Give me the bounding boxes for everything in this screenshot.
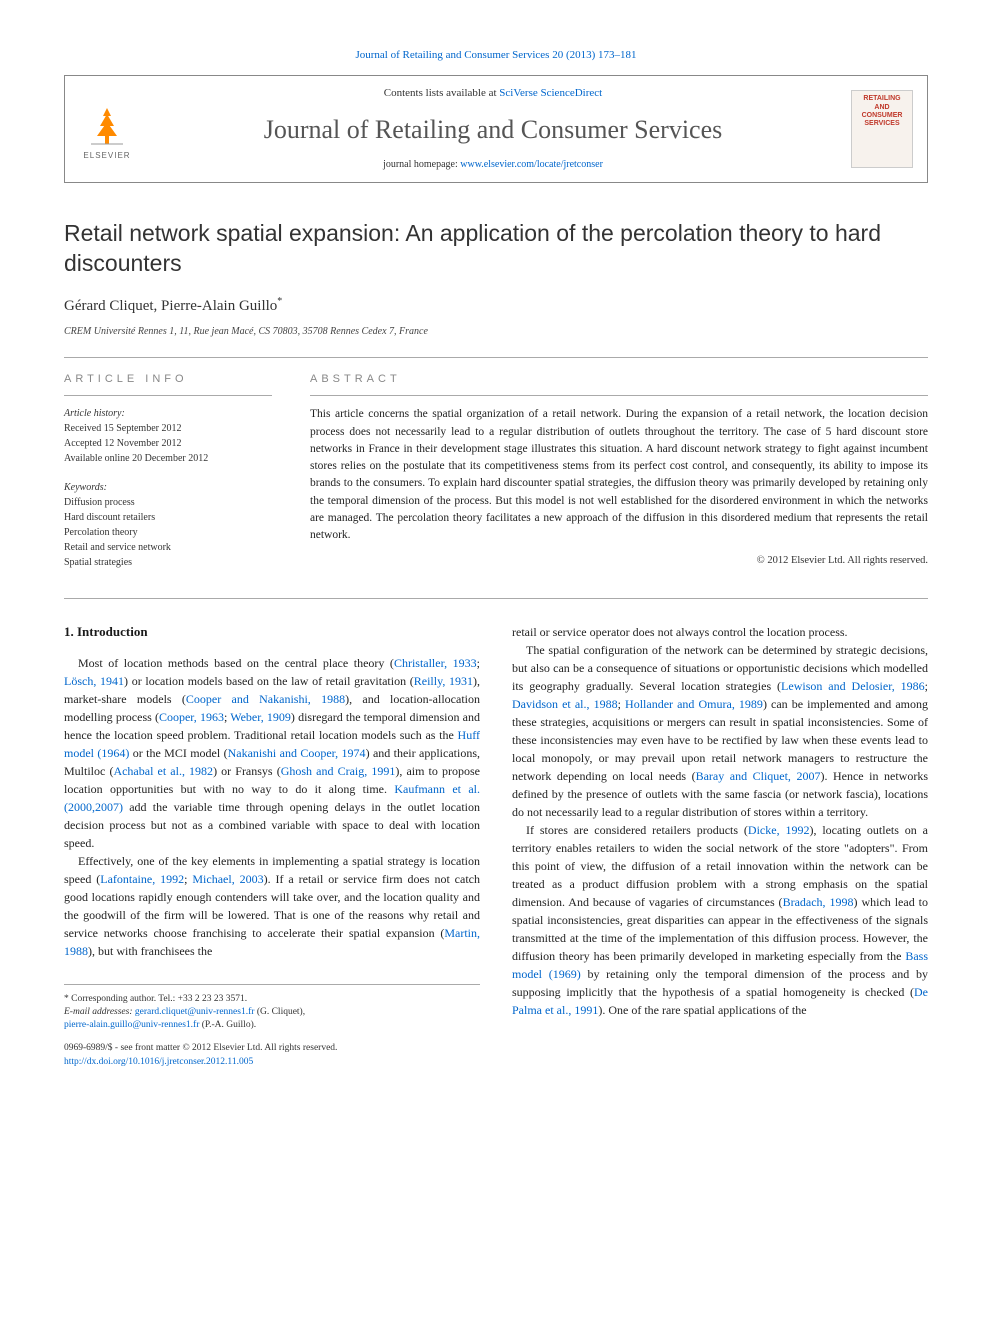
- history-received: Received 15 September 2012: [64, 421, 272, 436]
- citation-link[interactable]: Nakanishi and Cooper, 1974: [228, 746, 366, 760]
- keyword: Diffusion process: [64, 495, 272, 510]
- para-right-2: The spatial configuration of the network…: [512, 641, 928, 821]
- article-info-column: ARTICLE INFO Article history: Received 1…: [64, 372, 272, 570]
- journal-article-page: Journal of Retailing and Consumer Servic…: [0, 0, 992, 1109]
- body-columns: 1. Introduction Most of location methods…: [64, 598, 928, 1069]
- history-accepted: Accepted 12 November 2012: [64, 436, 272, 451]
- journal-cover-title: RETAILING AND CONSUMER SERVICES: [856, 95, 908, 129]
- left-column: 1. Introduction Most of location methods…: [64, 623, 480, 1069]
- doi-link[interactable]: http://dx.doi.org/10.1016/j.jretconser.2…: [64, 1056, 480, 1069]
- header-center: Contents lists available at SciVerse Sci…: [151, 86, 835, 172]
- citation-link[interactable]: Weber, 1909: [230, 710, 291, 724]
- abstract-text: This article concerns the spatial organi…: [310, 406, 928, 544]
- doi-anchor[interactable]: http://dx.doi.org/10.1016/j.jretconser.2…: [64, 1057, 253, 1067]
- contents-prefix: Contents lists available at: [384, 87, 499, 99]
- keywords-label: Keywords:: [64, 480, 272, 495]
- para-left-2: Effectively, one of the key elements in …: [64, 852, 480, 960]
- journal-cover-thumb: RETAILING AND CONSUMER SERVICES: [851, 90, 913, 168]
- email-link[interactable]: pierre-alain.guillo@univ-rennes1.fr: [64, 1020, 199, 1030]
- text: If stores are considered retailers produ…: [526, 823, 748, 837]
- keyword: Hard discount retailers: [64, 510, 272, 525]
- article-title: Retail network spatial expansion: An app…: [64, 219, 928, 279]
- elsevier-tree-icon: [83, 102, 131, 150]
- para-right-1: retail or service operator does not alwa…: [512, 623, 928, 641]
- text: or the MCI model (: [129, 746, 227, 760]
- text: ) or location models based on the law of…: [124, 674, 414, 688]
- history-label: Article history:: [64, 406, 272, 421]
- journal-ref-top[interactable]: Journal of Retailing and Consumer Servic…: [64, 48, 928, 63]
- right-column: retail or service operator does not alwa…: [512, 623, 928, 1069]
- corresponding-footer: * Corresponding author. Tel.: +33 2 23 2…: [64, 984, 480, 1069]
- citation-link[interactable]: Lewison and Delosier, 1986: [781, 679, 925, 693]
- text: Most of location methods based on the ce…: [78, 656, 394, 670]
- citation-link[interactable]: Christaller, 1933: [394, 656, 477, 670]
- article-info-label: ARTICLE INFO: [64, 372, 272, 396]
- corr-marker: *: [277, 296, 282, 307]
- citation-link[interactable]: Cooper and Nakanishi, 1988: [186, 692, 345, 706]
- emails-line: E-mail addresses: gerard.cliquet@univ-re…: [64, 1006, 480, 1019]
- para-right-3: If stores are considered retailers produ…: [512, 821, 928, 1019]
- homepage-line: journal homepage: www.elsevier.com/locat…: [151, 158, 835, 172]
- homepage-prefix: journal homepage:: [383, 159, 460, 170]
- citation-link[interactable]: Baray and Cliquet, 2007: [696, 769, 821, 783]
- text: add the variable time through opening de…: [64, 800, 480, 850]
- keyword: Spatial strategies: [64, 555, 272, 570]
- citation-link[interactable]: Cooper, 1963: [159, 710, 224, 724]
- corr-author-line: * Corresponding author. Tel.: +33 2 23 2…: [64, 993, 480, 1006]
- keyword: Retail and service network: [64, 540, 272, 555]
- section-1-heading: 1. Introduction: [64, 623, 480, 641]
- emails-line2: pierre-alain.guillo@univ-rennes1.fr (P.-…: [64, 1019, 480, 1032]
- text: ). One of the rare spatial applications …: [598, 1003, 806, 1017]
- keyword: Percolation theory: [64, 525, 272, 540]
- authors: Gérard Cliquet, Pierre-Alain Guillo*: [64, 295, 928, 317]
- citation-link[interactable]: Bradach, 1998: [783, 895, 854, 909]
- citation-link[interactable]: Achabal et al., 1982: [113, 764, 213, 778]
- article-history: Article history: Received 15 September 2…: [64, 406, 272, 466]
- abstract-column: ABSTRACT This article concerns the spati…: [310, 372, 928, 570]
- journal-header-box: ELSEVIER Contents lists available at Sci…: [64, 75, 928, 183]
- email-link[interactable]: gerard.cliquet@univ-rennes1.fr: [135, 1007, 255, 1017]
- text: ), but with franchisees the: [88, 944, 212, 958]
- email-name: (G. Cliquet),: [254, 1007, 305, 1017]
- citation-link[interactable]: Ghosh and Craig, 1991: [281, 764, 396, 778]
- citation-link[interactable]: Dicke, 1992: [748, 823, 810, 837]
- elsevier-logo: ELSEVIER: [79, 97, 135, 161]
- journal-title: Journal of Retailing and Consumer Servic…: [151, 112, 835, 148]
- elsevier-label: ELSEVIER: [83, 150, 130, 161]
- citation-link[interactable]: Reilly, 1931: [414, 674, 473, 688]
- text: ;: [618, 697, 625, 711]
- keywords-block: Keywords: Diffusion process Hard discoun…: [64, 480, 272, 570]
- citation-link[interactable]: Lafontaine, 1992: [100, 872, 184, 886]
- issn-line: 0969-6989/$ - see front matter © 2012 El…: [64, 1042, 480, 1055]
- text: ) or Fransys (: [213, 764, 281, 778]
- history-online: Available online 20 December 2012: [64, 451, 272, 466]
- text: ;: [477, 656, 480, 670]
- abstract-copyright: © 2012 Elsevier Ltd. All rights reserved…: [310, 554, 928, 569]
- citation-link[interactable]: Hollander and Omura, 1989: [625, 697, 763, 711]
- citation-link[interactable]: Davidson et al., 1988: [512, 697, 618, 711]
- text: ;: [925, 679, 928, 693]
- sciencedirect-link[interactable]: SciVerse ScienceDirect: [499, 87, 602, 99]
- contents-list-line: Contents lists available at SciVerse Sci…: [151, 86, 835, 101]
- citation-link[interactable]: Michael, 2003: [192, 872, 263, 886]
- affiliation: CREM Université Rennes 1, 11, Rue jean M…: [64, 325, 928, 339]
- homepage-link[interactable]: www.elsevier.com/locate/jretconser: [460, 159, 603, 170]
- para-left-1: Most of location methods based on the ce…: [64, 654, 480, 852]
- citation-link[interactable]: Lösch, 1941: [64, 674, 124, 688]
- email-label: E-mail addresses:: [64, 1007, 135, 1017]
- meta-row: ARTICLE INFO Article history: Received 1…: [64, 357, 928, 570]
- author-names: Gérard Cliquet, Pierre-Alain Guillo: [64, 298, 277, 314]
- email-name: (P.-A. Guillo).: [199, 1020, 256, 1030]
- abstract-label: ABSTRACT: [310, 372, 928, 396]
